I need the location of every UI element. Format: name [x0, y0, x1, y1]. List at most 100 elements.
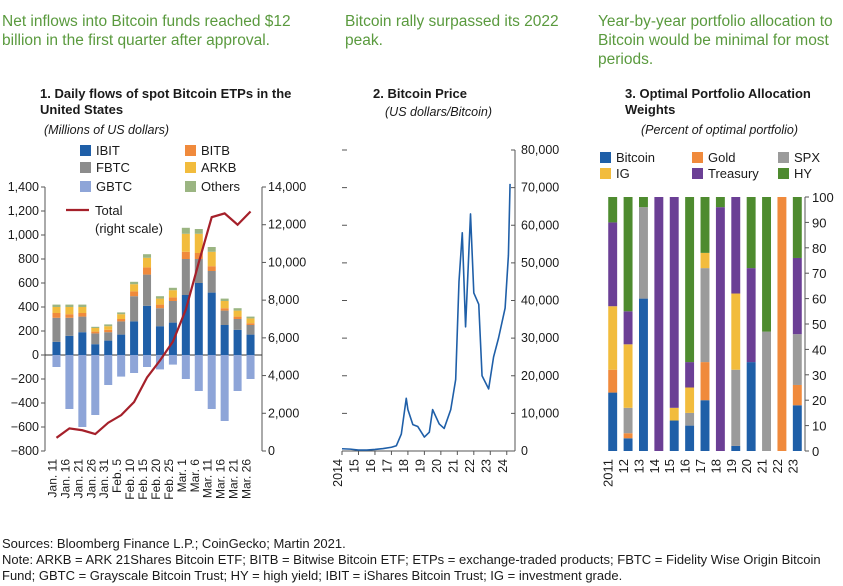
legend-swatch-spx: [778, 152, 789, 163]
bar-ibit: [155, 326, 164, 355]
bar-arkb: [233, 310, 242, 317]
legend-label-fbtc: FBTC: [96, 160, 130, 175]
left-tick-label: −600: [11, 420, 39, 434]
x-tick-label: Jan. 31: [97, 459, 111, 499]
abbreviations-note: Note: ARKB = ARK 21Shares Bitcoin ETF; B…: [2, 552, 821, 583]
bar-fbtc: [52, 317, 61, 342]
bar-gbtc: [143, 355, 152, 367]
left-tick-label: −200: [11, 372, 39, 386]
y-tick-label: 40: [812, 342, 826, 357]
bar-ibit: [91, 344, 100, 355]
bar-ibit: [104, 340, 113, 355]
legend-label-hy: HY: [794, 166, 812, 181]
bar-fbtc: [143, 274, 152, 306]
bar-hy: [700, 197, 710, 253]
right-tick-label: 12,000: [268, 218, 306, 232]
bar-bitb: [130, 291, 139, 297]
y-tick-label: 70,000: [521, 181, 559, 195]
bar-arkb: [104, 326, 113, 330]
bar-arkb: [78, 307, 87, 313]
x-tick-label: 21: [446, 459, 460, 473]
right-tick-label: 0: [268, 444, 275, 458]
bar-gold: [623, 433, 633, 439]
bar-treasury: [654, 197, 664, 451]
legend-swatch-treasury: [692, 168, 703, 179]
bar-gold: [608, 369, 618, 393]
x-tick-label: Feb. 25: [162, 459, 176, 500]
x-tick-label: 13: [631, 459, 646, 473]
right-tick-label: 6,000: [268, 331, 299, 345]
bar-bitcoin: [639, 298, 648, 451]
bar-spx: [685, 412, 695, 426]
bar-ibit: [143, 305, 152, 355]
bar-fbtc: [104, 332, 113, 341]
bar-others: [104, 324, 113, 327]
x-tick-label: 12: [616, 459, 631, 473]
bar-treasury: [715, 207, 725, 451]
bar-ig: [608, 306, 618, 370]
x-tick-label: 22: [463, 459, 477, 473]
bar-others: [233, 308, 242, 311]
y-tick-label: 40,000: [521, 294, 559, 308]
y-tick-label: 80,000: [521, 143, 559, 157]
price-line: [341, 183, 511, 451]
left-tick-label: −800: [11, 444, 39, 458]
bar-treasury: [792, 257, 802, 335]
bar-others: [130, 281, 139, 285]
bar-bitb: [91, 331, 100, 334]
x-tick-label: 15: [347, 459, 361, 473]
right-tick-label: 4,000: [268, 369, 299, 383]
y-tick-label: 20,000: [521, 369, 559, 383]
x-tick-label: Mar. 1: [175, 459, 189, 493]
right-tick-label: 10,000: [268, 255, 306, 269]
bar-bitcoin: [700, 400, 710, 451]
x-tick-label: Mar. 6: [188, 459, 202, 493]
bar-ibit: [65, 335, 74, 355]
bar-gbtc: [130, 355, 139, 373]
legend-label-ig: IG: [616, 166, 630, 181]
bar-bitcoin: [746, 362, 756, 451]
bar-arkb: [65, 307, 74, 315]
bar-treasury: [731, 197, 741, 294]
bar-fbtc: [207, 271, 216, 293]
y-tick-label: 50,000: [521, 256, 559, 270]
bar-others: [207, 247, 216, 252]
x-tick-label: 21: [755, 459, 770, 473]
legend-swatch-arkb: [185, 162, 196, 173]
left-tick-label: 800: [18, 252, 39, 266]
bar-others: [194, 229, 203, 234]
legend-swatch-others: [185, 181, 196, 192]
right-tick-label: 2,000: [268, 406, 299, 420]
y-tick-label: 10: [812, 419, 826, 434]
x-tick-label: Jan. 11: [45, 459, 59, 498]
x-tick-label: Feb. 15: [136, 459, 150, 500]
bar-gold: [700, 362, 710, 401]
legend-label-bitb: BITB: [201, 143, 230, 158]
x-tick-label: Jan. 26: [84, 459, 98, 499]
bar-bitb: [117, 319, 126, 322]
bar-hy: [762, 197, 771, 332]
bar-arkb: [246, 318, 255, 324]
bar-bitb: [220, 308, 229, 311]
x-tick-label: Mar. 26: [240, 459, 254, 499]
bar-fbtc: [168, 301, 177, 323]
headline-3: Year-by-year portfolio allocation to Bit…: [598, 13, 833, 68]
x-tick-label: 23: [785, 459, 800, 473]
x-tick-label: 19: [413, 459, 427, 473]
bar-arkb: [168, 290, 177, 298]
bar-ibit: [181, 295, 190, 355]
bar-treasury: [669, 197, 679, 408]
bar-others: [91, 326, 100, 328]
bar-hy: [685, 197, 695, 363]
bar-bitb: [181, 251, 190, 259]
bar-hy: [792, 197, 802, 258]
bar-fbtc: [220, 310, 229, 325]
bar-ibit: [220, 325, 229, 355]
bar-hy: [608, 197, 618, 223]
y-tick-label: 50: [812, 317, 826, 332]
bar-others: [168, 287, 177, 291]
bar-fbtc: [78, 316, 87, 333]
bar-gbtc: [233, 355, 242, 391]
bar-bitb: [194, 253, 203, 259]
bar-ig: [731, 293, 741, 370]
